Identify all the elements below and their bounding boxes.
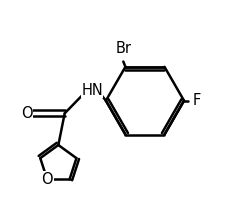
Text: F: F	[192, 93, 201, 108]
Text: O: O	[41, 172, 53, 187]
Text: Br: Br	[115, 41, 131, 56]
Text: O: O	[21, 106, 32, 121]
Text: HN: HN	[81, 83, 103, 98]
